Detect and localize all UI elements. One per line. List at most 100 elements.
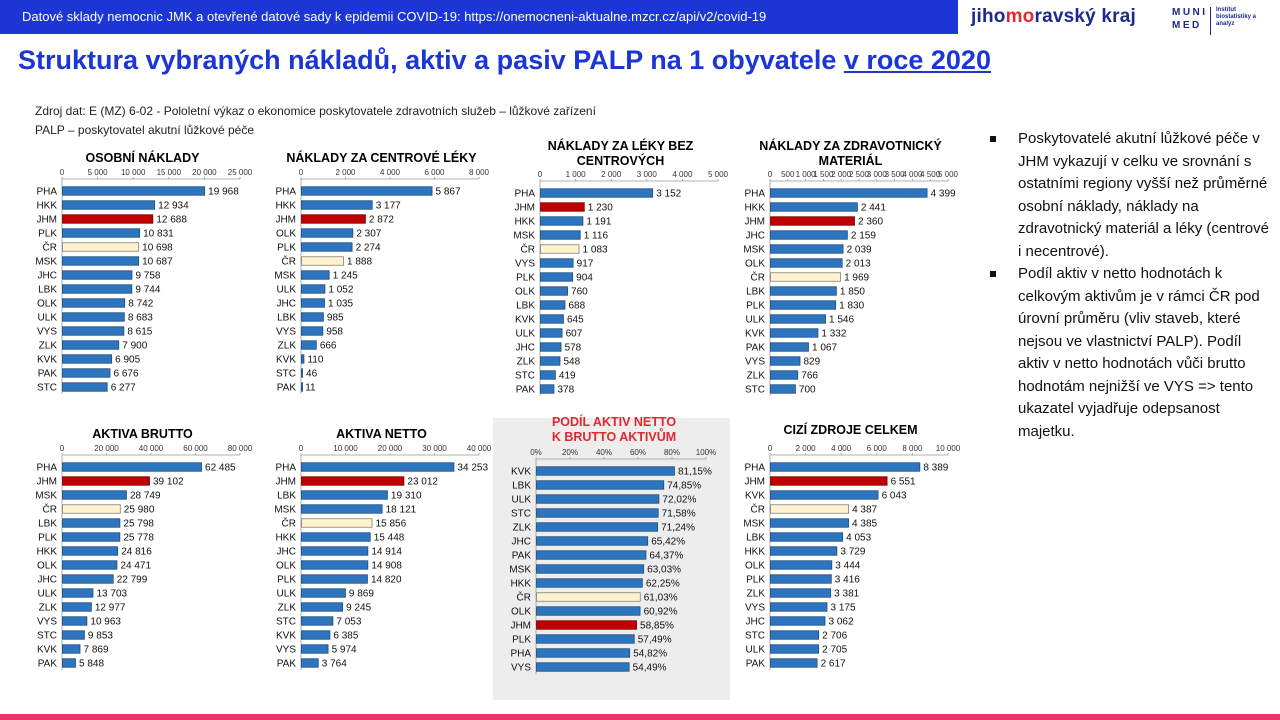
data-label: 766 <box>801 371 818 382</box>
bar <box>770 574 832 584</box>
bar <box>770 490 879 500</box>
x-tick-label: 4 000 <box>831 444 852 453</box>
bar <box>62 214 154 224</box>
category-label: STC <box>745 631 765 642</box>
bar <box>770 188 928 198</box>
category-label: ZLK <box>517 357 536 368</box>
category-label: ZLK <box>39 341 58 352</box>
category-label: STC <box>745 385 765 396</box>
category-label: ULK <box>512 495 532 506</box>
chart-title: NÁKLADY ZA CENTROVÉ LÉKY <box>286 150 477 165</box>
data-label: 5 974 <box>332 645 357 656</box>
x-tick-label: 0 <box>538 170 543 179</box>
bar <box>770 476 888 486</box>
data-label: 4 385 <box>852 519 877 530</box>
bar <box>301 630 331 640</box>
data-label: 548 <box>564 357 581 368</box>
category-label: PLK <box>38 229 57 240</box>
data-label: 60,92% <box>644 607 678 618</box>
data-label: 9 853 <box>88 631 113 642</box>
data-label: 22 799 <box>117 575 148 586</box>
data-label: 8 742 <box>128 299 153 310</box>
category-label: STC <box>37 383 57 394</box>
category-label: MSK <box>513 231 535 242</box>
bar <box>770 258 843 268</box>
category-label: ZLK <box>39 603 58 614</box>
x-tick-label: 2 000 <box>796 444 817 453</box>
bar <box>540 230 581 240</box>
bar <box>536 662 630 672</box>
x-tick-label: 0 <box>768 444 773 453</box>
category-label: HKK <box>275 201 296 212</box>
category-label: JHC <box>746 231 765 242</box>
data-label: 4 387 <box>852 505 877 516</box>
bar <box>301 546 369 556</box>
jmk-logo: jihomoravský kraj <box>971 6 1136 28</box>
chart-title: PODÍL AKTIV NETTO K BRUTTO AKTIVŮM <box>552 414 676 444</box>
data-label: 3 416 <box>835 575 860 586</box>
data-label: 10 687 <box>142 257 173 268</box>
x-tick-label: 3 000 <box>867 170 888 179</box>
category-label: KVK <box>745 329 765 340</box>
data-label: 2 705 <box>822 645 847 656</box>
category-label: STC <box>515 371 535 382</box>
data-label: 1 830 <box>839 301 864 312</box>
data-label: 4 399 <box>931 189 956 200</box>
category-label: MSK <box>274 271 296 282</box>
category-label: JHC <box>746 617 765 628</box>
data-label: 419 <box>559 371 576 382</box>
category-label: OLK <box>37 299 57 310</box>
x-tick-label: 1 000 <box>566 170 587 179</box>
category-label: JHC <box>38 271 57 282</box>
category-label: OLK <box>515 287 535 298</box>
bar <box>301 312 324 322</box>
data-source-line1: Zdroj dat: E (MZ) 6-02 - Pololetní výkaz… <box>35 104 596 118</box>
bar <box>536 592 641 602</box>
x-tick-label: 25 000 <box>228 168 253 177</box>
x-tick-label: 4 000 <box>672 170 693 179</box>
bar <box>536 620 637 630</box>
x-tick-label: 1 500 <box>813 170 834 179</box>
bar <box>301 228 354 238</box>
chart-title: AKTIVA NETTO <box>336 427 427 441</box>
data-label: 9 758 <box>135 271 160 282</box>
bar <box>62 242 140 252</box>
category-label: JHC <box>512 537 531 548</box>
bar <box>770 272 841 282</box>
data-label: 25 798 <box>123 519 154 530</box>
bar <box>301 368 303 378</box>
data-label: 3 381 <box>834 589 859 600</box>
x-tick-label: 6 000 <box>424 168 445 177</box>
bar <box>770 616 826 626</box>
category-label: HKK <box>744 547 765 558</box>
category-label: ČR <box>43 241 57 254</box>
category-label: PHA <box>514 189 535 200</box>
category-label: VYS <box>745 603 765 614</box>
bar <box>301 574 368 584</box>
category-label: ULK <box>38 313 58 324</box>
data-label: 12 977 <box>95 603 126 614</box>
chart-title-line: AKTIVA BRUTTO <box>92 427 193 441</box>
data-label: 2 872 <box>369 215 394 226</box>
data-label: 9 245 <box>346 603 371 614</box>
bar <box>770 588 832 598</box>
bar <box>540 328 563 338</box>
bar <box>540 188 654 198</box>
data-label: 72,02% <box>662 495 696 506</box>
data-label: 1 035 <box>328 299 353 310</box>
bar <box>770 532 844 542</box>
data-label: 9 744 <box>135 285 160 296</box>
x-tick-label: 20 000 <box>378 444 403 453</box>
bar <box>62 574 114 584</box>
bar <box>301 616 334 626</box>
bar <box>62 256 139 266</box>
bar <box>536 494 660 504</box>
chart-title-line: CIZÍ ZDROJE CELKEM <box>783 422 917 437</box>
data-label: 1 332 <box>821 329 846 340</box>
category-label: OLK <box>745 259 765 270</box>
bar <box>301 270 330 280</box>
data-label: 2 159 <box>851 231 876 242</box>
data-label: 46 <box>306 369 318 380</box>
data-label: 829 <box>804 357 821 368</box>
chart-title: AKTIVA BRUTTO <box>92 427 193 441</box>
